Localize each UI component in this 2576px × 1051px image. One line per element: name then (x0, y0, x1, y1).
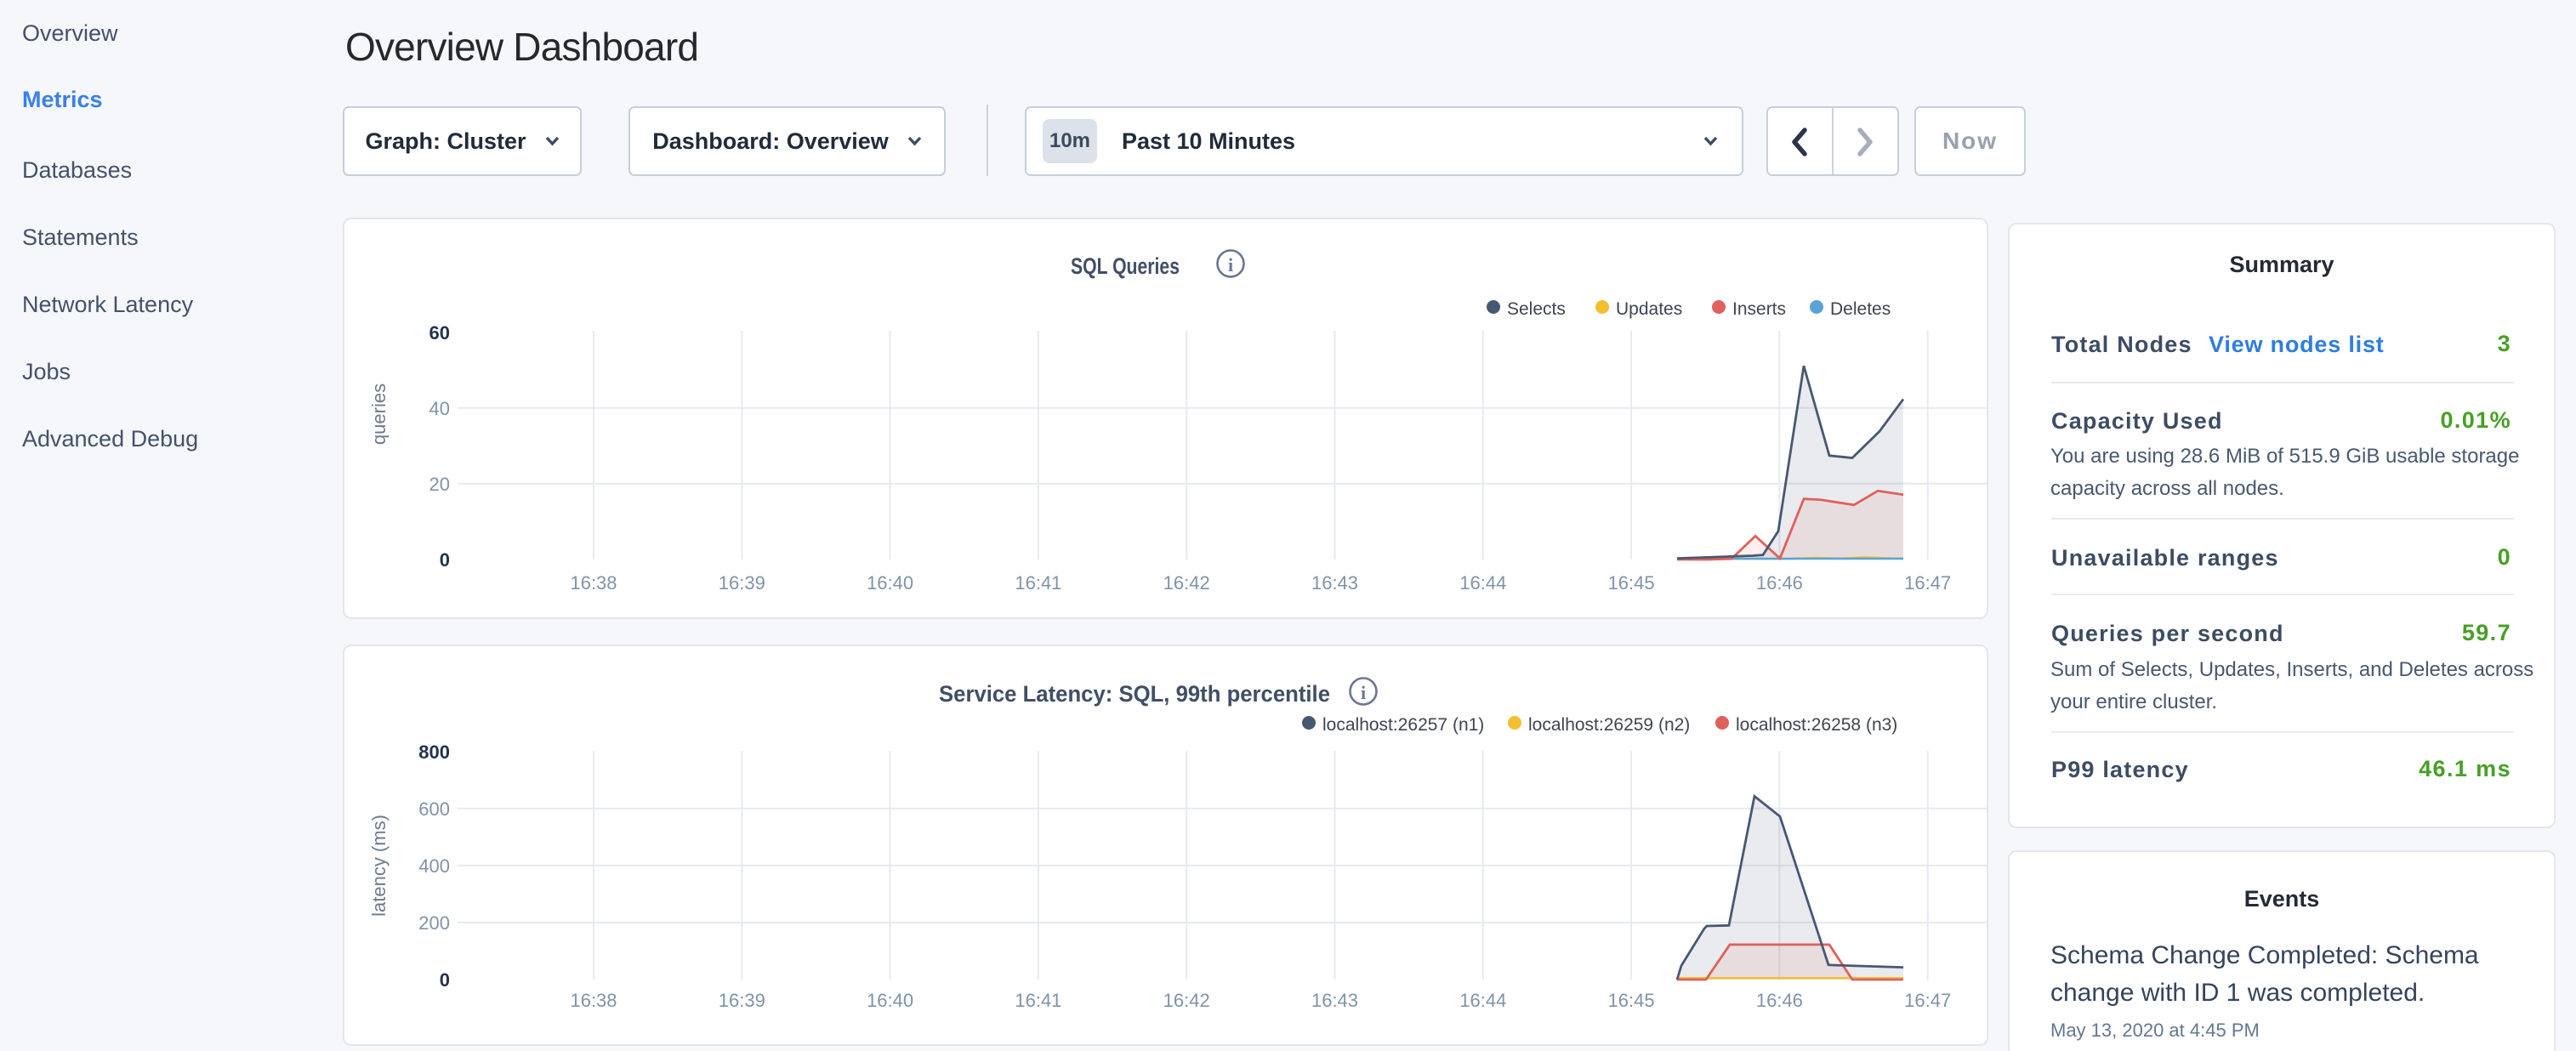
svg-text:i: i (1228, 254, 1233, 276)
svg-text:16:46: 16:46 (1756, 990, 1803, 1011)
svg-text:16:38: 16:38 (570, 572, 617, 594)
svg-text:queries: queries (368, 383, 390, 445)
svg-text:latency (ms): latency (ms) (368, 815, 390, 917)
svg-text:16:44: 16:44 (1459, 990, 1506, 1011)
svg-text:16:47: 16:47 (1904, 572, 1951, 594)
svg-text:16:39: 16:39 (719, 572, 765, 594)
svg-text:16:45: 16:45 (1608, 572, 1655, 594)
svg-text:Selects: Selects (1507, 299, 1566, 319)
svg-text:0: 0 (440, 549, 450, 571)
svg-text:16:44: 16:44 (1459, 572, 1506, 594)
svg-text:16:42: 16:42 (1163, 572, 1210, 594)
svg-text:16:38: 16:38 (570, 990, 617, 1011)
svg-text:Deletes: Deletes (1830, 299, 1891, 319)
svg-text:600: 600 (418, 798, 450, 820)
svg-text:20: 20 (429, 474, 450, 495)
svg-text:16:40: 16:40 (867, 990, 913, 1011)
svg-text:i: i (1361, 682, 1366, 703)
svg-text:16:46: 16:46 (1756, 572, 1803, 594)
svg-text:0: 0 (440, 969, 450, 991)
svg-text:16:40: 16:40 (867, 572, 913, 594)
svg-text:localhost:26258 (n3): localhost:26258 (n3) (1736, 715, 1897, 735)
svg-text:400: 400 (418, 855, 450, 877)
svg-text:800: 800 (418, 741, 450, 763)
svg-text:Inserts: Inserts (1732, 299, 1786, 319)
svg-text:localhost:26259 (n2): localhost:26259 (n2) (1528, 715, 1690, 735)
svg-text:16:43: 16:43 (1311, 572, 1358, 594)
svg-text:Service Latency: SQL, 99th per: Service Latency: SQL, 99th percentile (939, 681, 1330, 707)
svg-text:localhost:26257 (n1): localhost:26257 (n1) (1322, 715, 1484, 735)
svg-text:16:42: 16:42 (1163, 990, 1210, 1011)
svg-text:16:47: 16:47 (1904, 990, 1951, 1011)
svg-text:60: 60 (429, 322, 450, 344)
svg-text:16:45: 16:45 (1608, 990, 1655, 1011)
svg-text:16:39: 16:39 (719, 990, 765, 1011)
svg-text:16:43: 16:43 (1311, 990, 1358, 1011)
svg-text:16:41: 16:41 (1015, 572, 1061, 594)
svg-text:16:41: 16:41 (1015, 990, 1061, 1011)
svg-text:200: 200 (418, 912, 450, 934)
svg-text:SQL Queries: SQL Queries (1071, 253, 1180, 279)
svg-text:Updates: Updates (1616, 299, 1682, 319)
svg-text:40: 40 (429, 398, 450, 419)
